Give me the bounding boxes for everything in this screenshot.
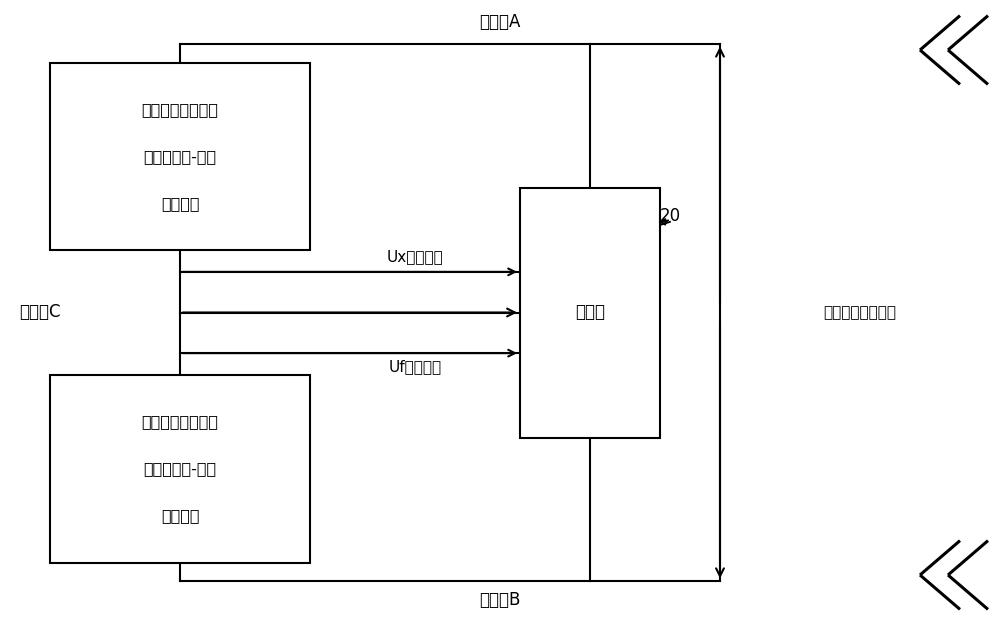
- Text: Uf采样输入: Uf采样输入: [388, 359, 442, 374]
- Text: 20: 20: [660, 207, 681, 224]
- Text: Ux采样输入: Ux采样输入: [387, 249, 443, 264]
- Text: 外加直流电压输入: 外加直流电压输入: [824, 305, 896, 320]
- Text: 采样电路: 采样电路: [161, 508, 199, 523]
- Text: 输出端A: 输出端A: [479, 13, 521, 31]
- Bar: [50, 375, 310, 562]
- Text: 体等效电阻-电压: 体等效电阻-电压: [143, 149, 217, 164]
- Text: 第二容置腔导电液: 第二容置腔导电液: [142, 102, 218, 117]
- Text: 输出端B: 输出端B: [479, 591, 521, 609]
- Text: 体等效电阻-电压: 体等效电阻-电压: [143, 461, 217, 476]
- Text: 采样电路: 采样电路: [161, 196, 199, 211]
- Text: 第一容置腔导电液: 第一容置腔导电液: [142, 414, 218, 429]
- Text: 主控器: 主控器: [575, 304, 605, 321]
- Text: 输入端C: 输入端C: [19, 304, 61, 321]
- Bar: [50, 62, 310, 250]
- Bar: [520, 188, 660, 438]
